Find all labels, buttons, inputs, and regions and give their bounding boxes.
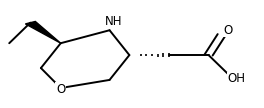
Polygon shape (25, 21, 61, 43)
Text: NH: NH (105, 15, 122, 28)
Text: O: O (56, 83, 65, 96)
Text: O: O (224, 24, 233, 37)
Text: OH: OH (227, 72, 245, 85)
